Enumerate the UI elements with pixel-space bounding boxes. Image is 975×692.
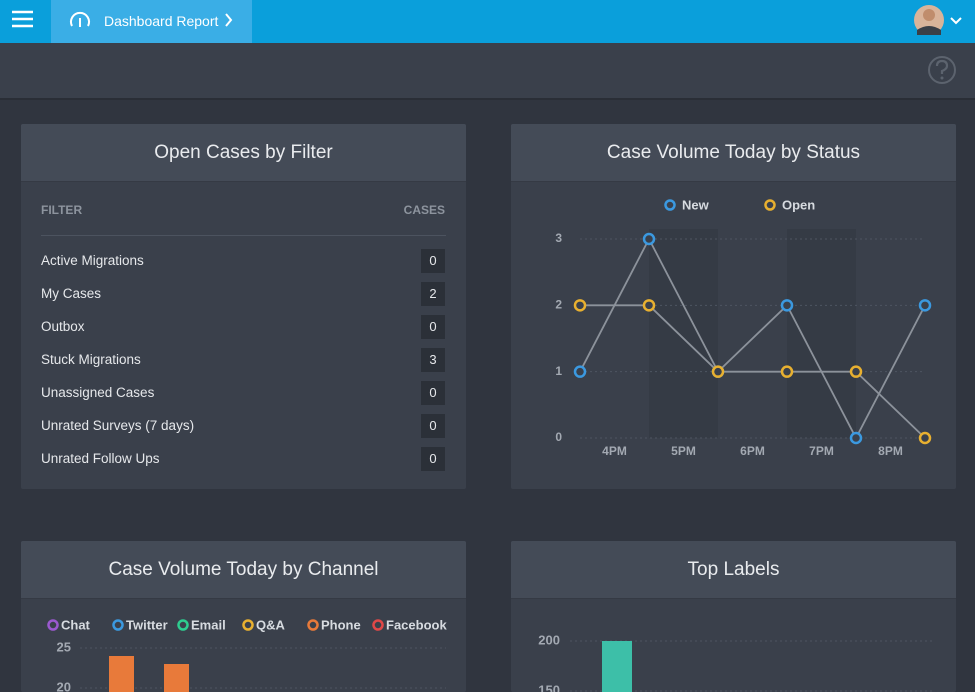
top-bar-icons: [12, 5, 962, 35]
legend-label: New: [682, 197, 710, 212]
filter-name: Outbox: [41, 319, 85, 334]
series-line: [580, 304, 926, 439]
panel-header: Top Labels: [511, 541, 956, 599]
panel-title: Open Cases by Filter: [154, 142, 333, 163]
point: [780, 299, 794, 312]
table-panel: Open Cases by Filter FILTER CASES Active…: [21, 124, 466, 489]
filter-name: Unrated Follow Ups: [41, 451, 160, 466]
point: [918, 431, 932, 445]
table-row: Unassigned Cases 0: [41, 381, 445, 405]
bar-segment: [164, 664, 189, 692]
legend-marker: [177, 619, 189, 631]
bar-segment: [109, 656, 134, 692]
point: [711, 365, 725, 378]
point: [918, 299, 932, 312]
panel-header: Case Volume Today by Channel: [21, 541, 466, 599]
legend-marker: [112, 619, 124, 631]
point: [573, 299, 587, 312]
y-tick-label: 200: [538, 632, 560, 647]
legend-marker: [307, 619, 319, 631]
bar: [602, 641, 632, 692]
help-button[interactable]: [0, 43, 975, 98]
case-count: 0: [421, 447, 445, 471]
panel-header: Case Volume Today by Status: [511, 124, 956, 182]
legend-label: Phone: [321, 617, 361, 632]
panel-title: Case Volume Today by Channel: [108, 559, 379, 580]
x-tick-label: 7PM: [809, 444, 834, 458]
legend-label: Chat: [61, 617, 91, 632]
legend-label: Email: [191, 617, 226, 632]
case-count: 0: [421, 315, 445, 339]
chart-panel: Top Labels 150 200: [511, 541, 956, 692]
breadcrumb-icons: [70, 11, 233, 27]
divider: [41, 235, 446, 236]
x-tick-label: 5PM: [671, 444, 696, 458]
table-row: Unrated Surveys (7 days) 0: [41, 414, 445, 438]
table-row: Outbox 0: [41, 315, 445, 339]
x-tick-label: 8PM: [878, 444, 903, 458]
y-tick-label: 25: [57, 639, 71, 654]
table-row: Active Migrations 0: [41, 249, 445, 273]
legend-marker: [664, 199, 676, 211]
legend-label: Open: [782, 197, 815, 212]
panel-title: Top Labels: [687, 559, 780, 580]
chart: 0 1 2 3 4PM 5PM 6PM 7PM 8PM New Open: [555, 197, 932, 458]
toolbar: [0, 43, 975, 100]
filter-name: Active Migrations: [41, 253, 144, 268]
x-tick-label: 6PM: [740, 444, 765, 458]
legend-marker: [764, 199, 776, 211]
legend-label: Q&A: [256, 617, 286, 632]
chart-panel: Case Volume Today by Status 0 1 2 3 4PM 5PM 6P…: [511, 124, 956, 489]
point: [849, 365, 863, 378]
point: [780, 365, 794, 378]
avatar-menu[interactable]: [914, 5, 962, 35]
legend-marker: [47, 619, 59, 631]
table-row: My Cases 2: [41, 282, 445, 306]
legend-label: Twitter: [126, 617, 168, 632]
panel-title: Case Volume Today by Status: [606, 142, 861, 163]
point: [642, 232, 656, 246]
case-count: 0: [421, 414, 445, 438]
y-tick-label: 3: [555, 231, 562, 245]
point: [849, 431, 863, 445]
filter-name: My Cases: [41, 286, 102, 301]
chart: 150 200: [538, 632, 932, 692]
legend-marker: [242, 619, 254, 631]
breadcrumb[interactable]: Dashboard Report: [51, 0, 252, 43]
case-count: 3: [421, 348, 445, 372]
table-row: Stuck Migrations 3: [41, 348, 445, 372]
y-tick-label: 0: [555, 430, 562, 444]
y-tick-label: 1: [555, 364, 562, 378]
column-header: FILTER: [41, 203, 83, 217]
table-row: Unrated Follow Ups 0: [41, 447, 445, 471]
filter-name: Unrated Surveys (7 days): [41, 418, 195, 433]
menu-button[interactable]: [12, 10, 33, 28]
chart-panel: Case Volume Today by Channel 20 25 Chat Twi…: [21, 541, 466, 692]
case-count: 2: [421, 282, 445, 306]
case-count: 0: [421, 249, 445, 273]
breadcrumb-label: Dashboard Report: [104, 13, 219, 29]
y-tick-label: 2: [555, 298, 562, 312]
column-header: CASES: [403, 203, 445, 217]
series-line: [579, 237, 926, 440]
case-count: 0: [421, 381, 445, 405]
legend-label: Facebook: [386, 617, 447, 632]
y-tick-label: 150: [538, 682, 560, 692]
panel-header: Open Cases by Filter: [21, 124, 466, 182]
y-tick-label: 20: [57, 679, 71, 692]
band: [649, 229, 718, 438]
x-tick-label: 4PM: [602, 444, 627, 458]
filter-name: Stuck Migrations: [41, 352, 141, 367]
band: [787, 229, 856, 438]
point: [642, 299, 656, 312]
point: [573, 365, 587, 378]
legend-marker: [372, 619, 384, 631]
filter-name: Unassigned Cases: [41, 385, 155, 400]
chart: 20 25 Chat Twitter Email Q&A Phone Facebook: [47, 617, 447, 692]
